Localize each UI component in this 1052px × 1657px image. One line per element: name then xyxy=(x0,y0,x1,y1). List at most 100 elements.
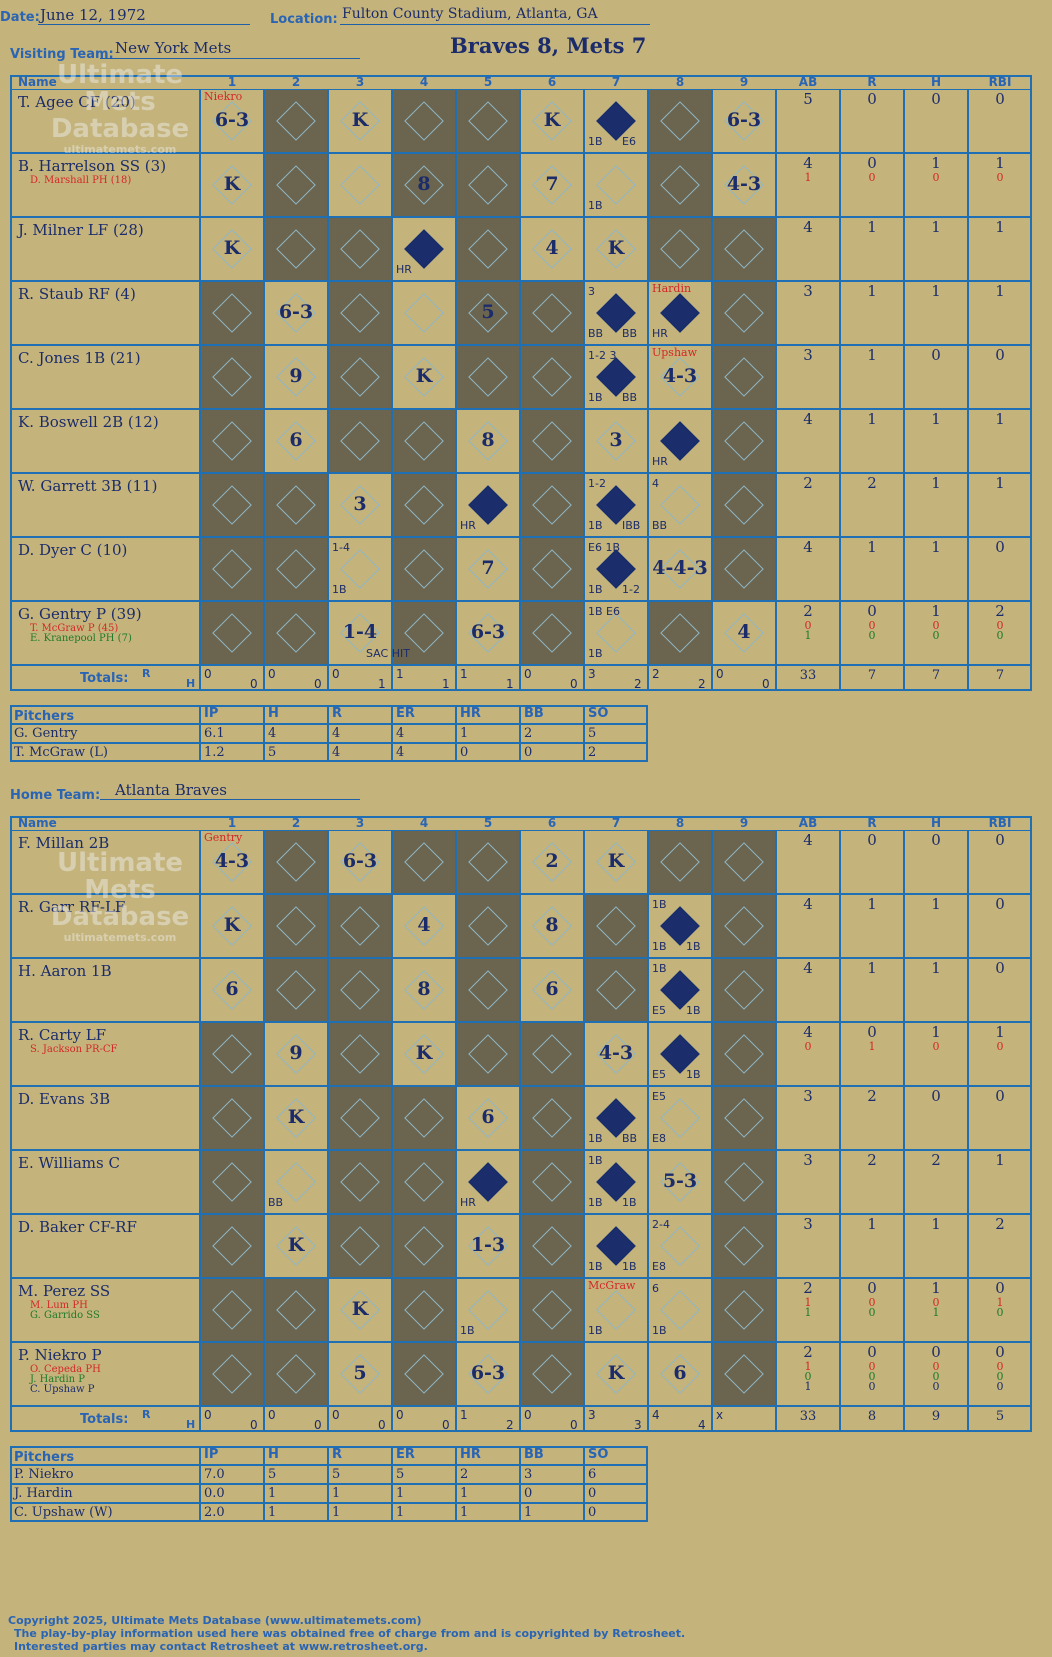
pitcher-stat-cell xyxy=(584,1465,648,1484)
inning-cell xyxy=(264,1278,328,1342)
inning-cell xyxy=(584,1086,648,1150)
sub-stat-value: 0 xyxy=(996,629,1004,642)
play-result: 6-3 xyxy=(470,621,506,643)
pitcher-name-cell xyxy=(10,743,200,762)
inning-runs: 0 xyxy=(716,667,724,681)
play-notation-3: 1B xyxy=(652,962,667,975)
stat-cell xyxy=(904,89,968,153)
pitcher-stat: 1.2 xyxy=(204,745,225,760)
inning-cell xyxy=(392,830,456,894)
inning-cell xyxy=(456,281,520,345)
inning-cell xyxy=(712,1214,776,1278)
inning-total-cell xyxy=(200,665,264,691)
play-notation: HR xyxy=(460,1196,476,1209)
inning-cell xyxy=(264,89,328,153)
play-result: K xyxy=(415,365,433,387)
play-result: K xyxy=(351,1298,369,1320)
pitcher-stat: 4 xyxy=(268,726,277,741)
stat-value: 1 xyxy=(931,959,941,977)
pitcher-stat: 1 xyxy=(460,726,469,741)
inning-hits: 2 xyxy=(634,677,642,691)
stat-cell xyxy=(968,958,1032,1022)
inning-cell xyxy=(328,281,392,345)
pitcher-stat-cell xyxy=(200,743,264,762)
pitch-col-hr: HR xyxy=(460,706,481,721)
inning-hits: 2 xyxy=(506,1418,514,1432)
inning-cell xyxy=(584,537,648,601)
play-result: K xyxy=(351,109,369,131)
inning-cell xyxy=(520,153,584,217)
inning-hits: 0 xyxy=(442,1418,450,1432)
total-stat-value: 8 xyxy=(867,1409,877,1424)
stat-value: 1 xyxy=(995,410,1005,428)
inning-total-cell xyxy=(328,1406,392,1432)
inning-hits: 0 xyxy=(250,1418,258,1432)
stat-value: 0 xyxy=(995,959,1005,977)
sub-stat-value: 0 xyxy=(868,1360,876,1373)
inning-runs: 1 xyxy=(396,667,404,681)
play-notation-3: 4 xyxy=(652,477,659,490)
stat-value: 3 xyxy=(803,1087,813,1105)
name-cell xyxy=(10,1086,200,1150)
pitch-col-r: R xyxy=(332,706,343,721)
stat-cell xyxy=(904,153,968,217)
inning-cell xyxy=(584,894,648,958)
stat-cell xyxy=(840,894,904,958)
name-cell xyxy=(10,1278,200,1342)
inning-cell xyxy=(392,89,456,153)
inning-cell xyxy=(520,894,584,958)
inning-cell xyxy=(328,1150,392,1214)
pitch-header-cell xyxy=(456,705,520,724)
name-cell xyxy=(10,89,200,153)
inning-cell xyxy=(584,1214,648,1278)
play-notation: 1B xyxy=(588,1324,603,1337)
substitute-name: G. Garrido SS xyxy=(30,1310,100,1321)
inning-cell xyxy=(264,1214,328,1278)
play-notation-3: 3 xyxy=(588,285,595,298)
stat-value: 2 xyxy=(867,1151,877,1169)
visiting-team: New York Mets xyxy=(115,39,232,57)
pitcher-stat: 0.0 xyxy=(204,1486,225,1501)
play-notation: E8 xyxy=(652,1132,666,1145)
inning-hits: 0 xyxy=(250,677,258,691)
inning-cell xyxy=(456,1086,520,1150)
name-cell xyxy=(10,345,200,409)
player-name: B. Harrelson SS (3) xyxy=(18,157,167,175)
inning-cell xyxy=(328,1086,392,1150)
inning-cell xyxy=(584,601,648,665)
pitch-header-cell xyxy=(584,705,648,724)
inning-cell xyxy=(712,1022,776,1086)
pitcher-stat-cell xyxy=(200,1503,264,1522)
stat-cell xyxy=(840,1214,904,1278)
play-notation: 1B xyxy=(588,391,603,404)
inning-cell xyxy=(456,601,520,665)
name-cell xyxy=(10,281,200,345)
substitute-name: E. Kranepool PH (7) xyxy=(30,633,132,644)
inning-cell xyxy=(648,409,712,473)
column-header-rbi: RBI xyxy=(988,75,1012,89)
inning-cell xyxy=(200,958,264,1022)
pitcher-stat: 0 xyxy=(460,745,469,760)
stat-cell xyxy=(840,473,904,537)
inning-cell xyxy=(456,958,520,1022)
stat-cell xyxy=(968,345,1032,409)
inning-cell xyxy=(712,89,776,153)
play-result: K xyxy=(607,850,625,872)
pitch-col-ip: IP xyxy=(204,706,219,721)
pitcher-stat: 7.0 xyxy=(204,1467,225,1482)
sub-stat-value: 1 xyxy=(804,1360,812,1373)
column-header-inning-5: 5 xyxy=(483,75,493,89)
inning-cell xyxy=(456,894,520,958)
pitcher-stat-cell xyxy=(328,724,392,743)
play-notation-2: 1-2 xyxy=(622,583,640,596)
pitcher-stat-cell xyxy=(520,724,584,743)
inning-cell xyxy=(328,1342,392,1406)
stat-cell xyxy=(968,1214,1032,1278)
inning-cell xyxy=(264,537,328,601)
name-cell xyxy=(10,1342,200,1406)
inning-cell xyxy=(328,1278,392,1342)
play-notation: 1B xyxy=(588,1132,603,1145)
inning-cell xyxy=(392,409,456,473)
pitch-header-cell xyxy=(264,705,328,724)
pitch-col-bb: BB xyxy=(524,706,544,721)
